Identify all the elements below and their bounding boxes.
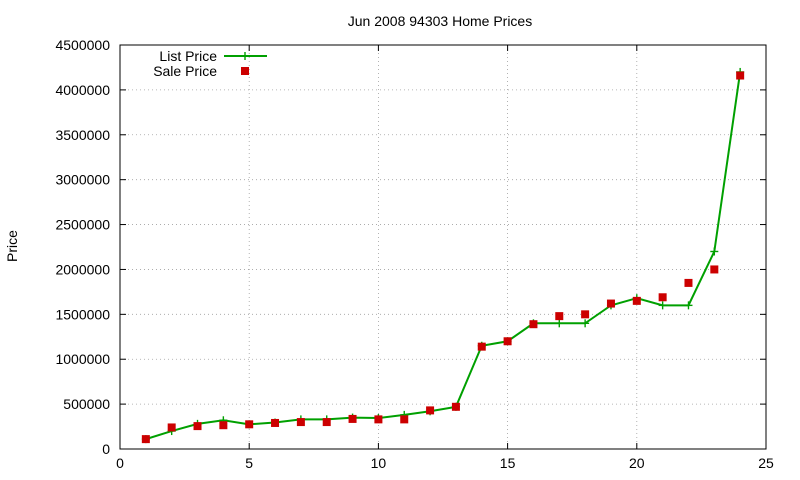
x-tick-label: 20 [629, 455, 645, 471]
series-line [145, 71, 742, 441]
y-tick-label: 3000000 [55, 172, 110, 188]
x-tick-label: 25 [758, 455, 774, 471]
series-layer [141, 67, 745, 444]
y-tick-label: 0 [102, 441, 110, 457]
data-point [219, 421, 228, 430]
data-point [581, 319, 590, 328]
x-tick-label: 0 [116, 455, 124, 471]
y-tick-label: 1500000 [55, 306, 110, 322]
data-point [684, 278, 693, 287]
data-point [710, 247, 719, 256]
data-point [426, 406, 435, 415]
data-point [529, 320, 538, 329]
legend: List Price Sale Price [153, 48, 267, 79]
data-point [245, 420, 254, 429]
y-tick-label: 4500000 [55, 37, 110, 53]
data-point [503, 337, 512, 346]
data-point [581, 310, 590, 319]
y-tick-label: 4000000 [55, 82, 110, 98]
data-point [555, 312, 564, 321]
data-point [658, 301, 667, 310]
y-tick-label: 2500000 [55, 217, 110, 233]
data-point [296, 418, 305, 427]
data-point [684, 301, 693, 310]
data-point [374, 415, 383, 424]
legend-label-sale-price: Sale Price [153, 63, 217, 79]
legend-swatch-list-price-marker [241, 52, 249, 60]
data-point [141, 435, 150, 444]
x-tick-label: 5 [245, 455, 253, 471]
tick-layer: 0 5 10 15 20 25 0 500000 1000000 1500000 2000000 25… [55, 37, 774, 471]
data-point [400, 415, 409, 424]
data-point [555, 319, 564, 328]
legend-swatches [224, 52, 267, 75]
x-tick-label: 10 [371, 455, 387, 471]
data-point [322, 418, 331, 427]
x-tick-label: 15 [500, 455, 516, 471]
data-point [271, 418, 280, 427]
y-tick-label: 500000 [63, 396, 110, 412]
data-point [658, 293, 667, 302]
data-point [736, 71, 745, 80]
data-point [167, 423, 176, 432]
data-point [348, 414, 357, 423]
data-point [632, 296, 641, 305]
data-point [710, 265, 719, 274]
data-point [477, 342, 486, 351]
data-point [451, 402, 460, 411]
chart-title: Jun 2008 94303 Home Prices [348, 13, 532, 29]
y-axis-label: Price [4, 230, 20, 262]
plot-frame [119, 44, 767, 450]
y-tick-label: 2000000 [55, 261, 110, 277]
legend-label-list-price: List Price [159, 48, 217, 64]
legend-swatch-sale-price-marker [241, 67, 249, 75]
grid-layer [120, 45, 766, 449]
y-tick-label: 1000000 [55, 351, 110, 367]
data-point [606, 299, 615, 308]
y-tick-label: 3500000 [55, 127, 110, 143]
data-point [193, 422, 202, 431]
series-sale-price [141, 71, 745, 444]
